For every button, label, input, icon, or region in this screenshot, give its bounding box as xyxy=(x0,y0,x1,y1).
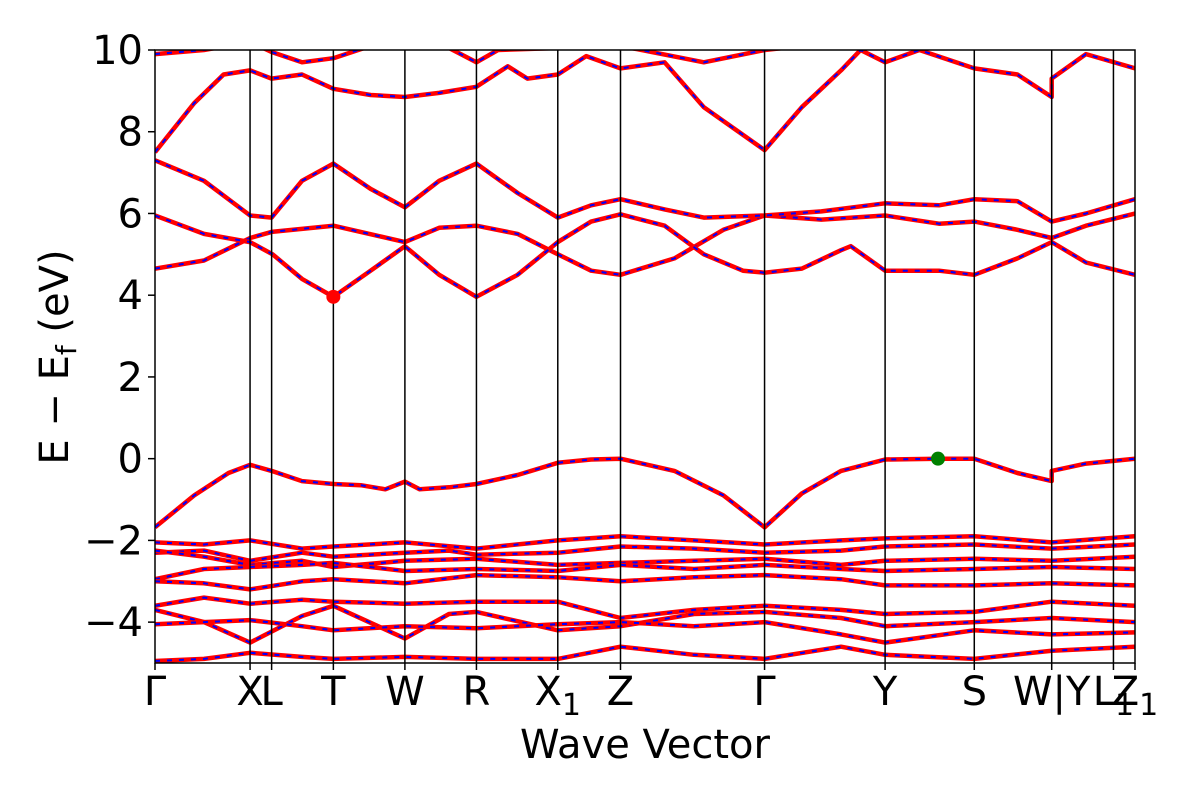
band-6 xyxy=(155,50,786,65)
band-15 xyxy=(155,644,1135,663)
band-4-dash xyxy=(155,159,1135,223)
cbm-marker xyxy=(326,289,341,304)
vbm-marker xyxy=(931,451,946,466)
x-tick-label: R xyxy=(463,669,491,715)
band-14 xyxy=(155,617,1135,645)
band-15-dash xyxy=(155,645,1135,662)
x-tick-label: W xyxy=(385,669,425,715)
y-axis-ticks: −4 −2 0 2 4 6 8 10 xyxy=(84,28,155,646)
band-1 xyxy=(155,456,1135,530)
band-5-line xyxy=(155,50,1135,154)
x-tick-label-main: W xyxy=(385,669,425,715)
x-tick-label-main: Γ xyxy=(753,669,776,715)
x-tick-label-main: L xyxy=(260,669,283,715)
y-tick-label: 8 xyxy=(118,110,143,156)
band-7-dash xyxy=(155,535,1135,550)
x-tick-label: Y xyxy=(872,669,898,715)
band-3-dash xyxy=(155,213,1135,298)
band-5 xyxy=(155,50,1135,154)
plot-frame xyxy=(154,49,1136,664)
y-tick-label: 10 xyxy=(92,28,143,74)
y-tick-label: 0 xyxy=(118,437,143,483)
y-tick-label: 4 xyxy=(118,273,143,319)
x-tick-label: S xyxy=(962,669,987,715)
x-tick-label-sub: 1 xyxy=(1115,688,1134,723)
x-tick-label: Γ xyxy=(144,669,167,715)
x-tick-label-main: Z xyxy=(1112,669,1139,715)
kpoint-lines xyxy=(249,50,1115,663)
band-1-line xyxy=(155,456,1135,530)
bands-layer xyxy=(155,50,1135,663)
band-10-dash xyxy=(155,561,1135,581)
x-tick-label: L1 xyxy=(1093,669,1134,723)
band-12-dash xyxy=(155,596,1135,620)
x-tick-label: X xyxy=(236,669,263,715)
band-15-line xyxy=(155,644,1135,663)
band-1-dash xyxy=(155,457,1135,529)
x-tick-label-main: Z xyxy=(607,669,634,715)
x-tick-label-main: T xyxy=(320,669,346,715)
band-4-line xyxy=(155,158,1135,224)
x-tick-label-main: Γ xyxy=(144,669,167,715)
y-tick-label: −4 xyxy=(84,600,143,646)
band-5-dash xyxy=(155,50,1135,153)
y-tick-label: 6 xyxy=(118,191,143,237)
extrema-markers xyxy=(326,289,946,466)
band-11-dash xyxy=(155,574,1135,591)
x-tick-label: Z xyxy=(607,669,634,715)
band-9-dash xyxy=(155,549,1135,569)
band-10 xyxy=(155,560,1135,582)
y-axis-label-unit: (eV) xyxy=(32,249,78,345)
band-9 xyxy=(155,548,1135,570)
band-11 xyxy=(155,572,1135,592)
band-12 xyxy=(155,595,1135,621)
x-tick-label-main: Y xyxy=(872,669,898,715)
band-14-dash xyxy=(155,619,1135,644)
x-tick-label-sub: 1 xyxy=(562,688,581,723)
x-tick-label-main: R xyxy=(463,669,491,715)
band-6-line xyxy=(155,50,786,65)
x-tick-label: T xyxy=(320,669,346,715)
x-tick-label-main: X xyxy=(236,669,263,715)
x-tick-label-sub: 1 xyxy=(1139,688,1158,723)
x-axis-label: Wave Vector xyxy=(520,722,771,768)
x-tick-label: Z1 xyxy=(1112,669,1159,723)
x-tick-label-main: X xyxy=(535,669,562,715)
y-tick-label: −2 xyxy=(84,518,143,564)
y-axis-label: E − Ef (eV) xyxy=(32,249,83,464)
band-7 xyxy=(155,534,1135,551)
x-tick-label: X1 xyxy=(535,669,582,723)
x-tick-label: L xyxy=(260,669,283,715)
x-tick-label-main: S xyxy=(962,669,987,715)
y-axis-label-main: E − E xyxy=(32,355,78,465)
y-tick-label: 2 xyxy=(118,355,143,401)
x-tick-label: Γ xyxy=(753,669,776,715)
y-axis-label-sub: f xyxy=(50,344,83,355)
band-3 xyxy=(155,212,1135,300)
x-tick-label-main: W|Y xyxy=(1013,669,1091,715)
x-tick-label: W|Y xyxy=(1013,669,1091,715)
x-tick-label-main: L xyxy=(1093,669,1116,715)
band-4 xyxy=(155,158,1135,224)
